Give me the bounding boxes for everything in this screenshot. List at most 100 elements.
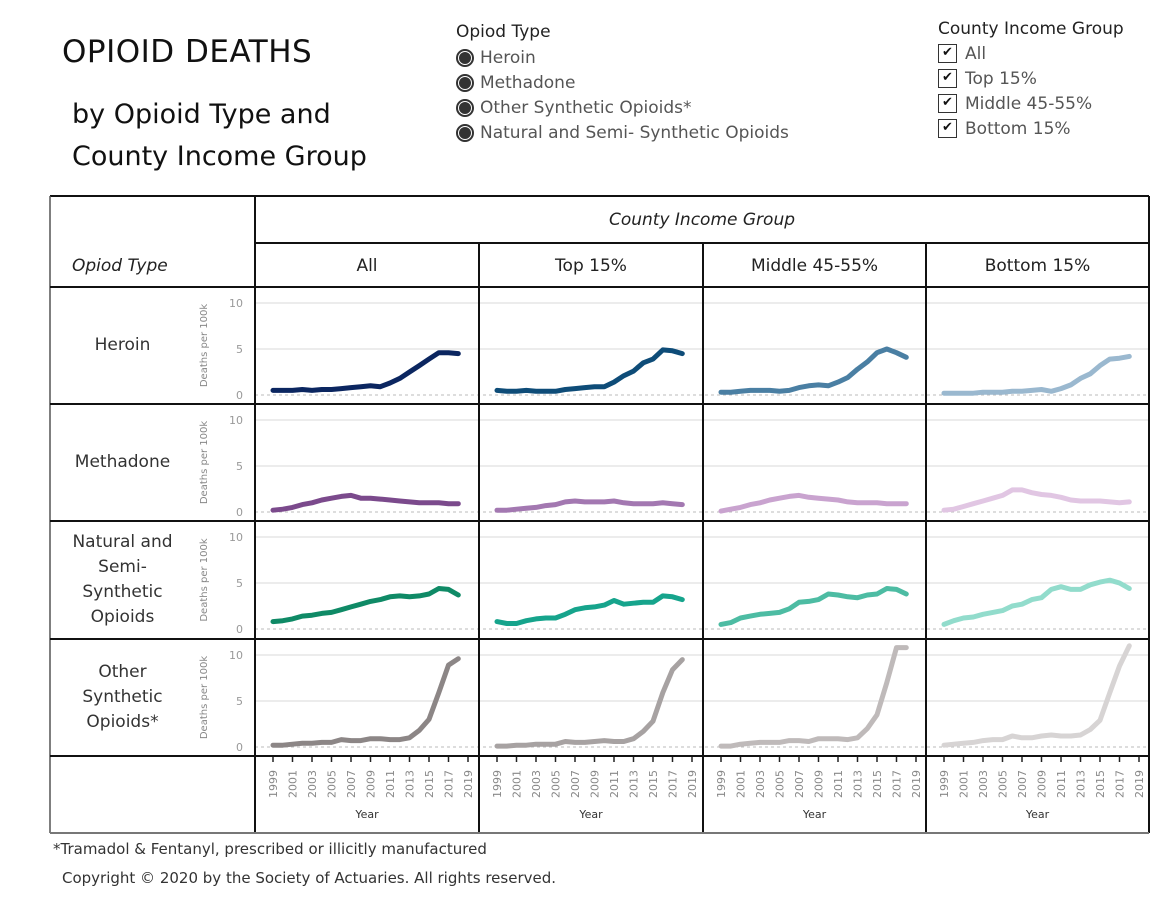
x-tick-label: 2017 [667, 770, 680, 798]
x-tick-label: 2009 [365, 770, 378, 798]
x-tick-label: 2017 [1114, 770, 1127, 798]
row-label-line: Synthetic [82, 582, 163, 602]
x-tick-label: 1999 [715, 770, 728, 798]
checkbox-checked-icon[interactable]: ✔ [938, 44, 957, 63]
row-label-line: Heroin [94, 335, 151, 355]
radio-icon[interactable] [456, 73, 474, 92]
legend-item-other-synthetic[interactable]: Other Synthetic Opioids* [456, 95, 789, 120]
legend-title: Opiod Type [456, 22, 551, 42]
row-label-heroin: Heroin [50, 287, 195, 404]
y-axis-label: Deaths per 100k [199, 304, 210, 388]
series-line-all [270, 492, 461, 513]
legend-item-heroin[interactable]: Heroin [456, 45, 789, 70]
row-label-line: Synthetic [82, 687, 163, 707]
radio-icon[interactable] [456, 98, 474, 117]
legend-item-methadone[interactable]: Methadone [456, 70, 789, 95]
x-tick-label: 2009 [589, 770, 602, 798]
x-tick-label: 2001 [511, 770, 524, 798]
x-tick-label: 2001 [735, 770, 748, 798]
x-tick-label: 2007 [569, 770, 582, 798]
filter-item-bottom-15[interactable]: ✔ Bottom 15% [938, 116, 1124, 141]
x-tick-label: 1999 [267, 770, 280, 798]
legend-title: County Income Group [938, 19, 1124, 39]
x-tick-label: 2009 [813, 770, 826, 798]
y-tick-label: 0 [236, 623, 243, 636]
x-tick-label: 2011 [384, 770, 397, 798]
legend-label: Other Synthetic Opioids* [480, 97, 692, 118]
x-axis-label: Year [578, 808, 603, 821]
filter-label: Top 15% [965, 68, 1037, 89]
y-tick-label: 5 [236, 460, 243, 473]
row-label-line: Semi- [98, 557, 147, 577]
y-axis-label: Deaths per 100k [199, 421, 210, 505]
page-subtitle: by Opioid Type and County Income Group [72, 99, 367, 172]
x-tick-label: 2003 [977, 770, 990, 798]
x-tick-label: 2011 [832, 770, 845, 798]
series-line-middle-45-55- [718, 346, 909, 395]
x-tick-label: 2005 [997, 770, 1010, 798]
x-tick-label: 2015 [871, 770, 884, 798]
x-tick-label: 2005 [774, 770, 787, 798]
radio-icon[interactable] [456, 123, 474, 142]
income-group-legend: County Income Group ✔ All ✔ Top 15% ✔ Middl… [938, 19, 1124, 141]
x-tick-label: 2007 [345, 770, 358, 798]
column-group-header: County Income Group [608, 210, 796, 230]
filter-item-middle-45-55[interactable]: ✔ Middle 45-55% [938, 91, 1124, 116]
y-tick-label: 0 [236, 506, 243, 519]
x-tick-label: 1999 [938, 770, 951, 798]
x-tick-label: 2019 [1133, 770, 1146, 798]
x-tick-label: 2001 [958, 770, 971, 798]
footnote: *Tramadol & Fentanyl, prescribed or illi… [53, 840, 487, 858]
x-tick-label: 2015 [423, 770, 436, 798]
row-label-natural: Natural and Semi- Synthetic Opioids [50, 521, 195, 639]
checkbox-checked-icon[interactable]: ✔ [938, 94, 957, 113]
row-label-line: Methadone [74, 452, 171, 472]
x-tick-label: 2009 [1036, 770, 1049, 798]
x-tick-label: 2005 [550, 770, 563, 798]
x-tick-label: 2001 [287, 770, 300, 798]
x-tick-label: 2015 [647, 770, 660, 798]
legend-label: Methadone [480, 72, 576, 93]
series-line-middle-45-55- [718, 645, 909, 749]
y-tick-label: 10 [229, 531, 243, 544]
y-tick-label: 10 [229, 297, 243, 310]
checkbox-checked-icon[interactable]: ✔ [938, 119, 957, 138]
series-line-bottom-15- [941, 353, 1132, 396]
x-tick-label: 2003 [306, 770, 319, 798]
checkbox-checked-icon[interactable]: ✔ [938, 69, 957, 88]
x-tick-label: 2011 [1055, 770, 1068, 798]
row-label-other-synthetic: Other Synthetic Opioids* [50, 639, 195, 756]
filter-label: All [965, 43, 987, 64]
row-label-line: Opioids* [86, 712, 159, 732]
column-header-all: All [356, 255, 378, 276]
y-tick-label: 5 [236, 577, 243, 590]
x-tick-label: 2019 [910, 770, 923, 798]
series-line-all [270, 586, 461, 625]
filter-item-top-15[interactable]: ✔ Top 15% [938, 66, 1124, 91]
x-tick-label: 2013 [852, 770, 865, 798]
legend-item-natural-semi-synthetic[interactable]: Natural and Semi- Synthetic Opioids [456, 120, 789, 145]
row-label-line: Other [98, 662, 147, 682]
y-tick-label: 5 [236, 343, 243, 356]
row-label-line: Natural and [72, 532, 173, 552]
y-tick-label: 10 [229, 414, 243, 427]
x-tick-label: 2013 [1075, 770, 1088, 798]
y-axis-label: Deaths per 100k [199, 656, 210, 740]
filter-label: Middle 45-55% [965, 93, 1093, 114]
x-axis-label: Year [354, 808, 379, 821]
series-line-bottom-15- [941, 487, 1132, 513]
opioid-type-legend: Opiod Type Heroin Methadone Other Synthe… [456, 22, 789, 145]
legend-label: Heroin [480, 47, 536, 68]
y-axis-label: Deaths per 100k [199, 538, 210, 622]
filter-item-all[interactable]: ✔ All [938, 41, 1124, 66]
x-tick-label: 2003 [530, 770, 543, 798]
row-group-header: Opiod Type [72, 255, 168, 276]
legend-label: Natural and Semi- Synthetic Opioids [480, 122, 789, 143]
radio-icon[interactable] [456, 48, 474, 67]
series-line-all [270, 350, 461, 393]
y-tick-label: 10 [229, 649, 243, 662]
series-line-top-15- [494, 657, 685, 749]
row-label-line: Opioids [90, 607, 155, 627]
